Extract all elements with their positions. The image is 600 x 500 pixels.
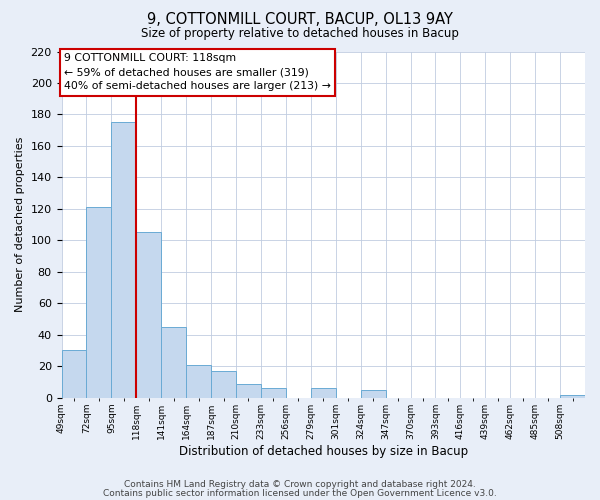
Bar	[361, 390, 386, 398]
Y-axis label: Number of detached properties: Number of detached properties	[15, 137, 25, 312]
Bar	[62, 350, 86, 398]
Text: Size of property relative to detached houses in Bacup: Size of property relative to detached ho…	[141, 26, 459, 40]
X-axis label: Distribution of detached houses by size in Bacup: Distribution of detached houses by size …	[179, 444, 468, 458]
Bar	[161, 327, 186, 398]
Bar	[560, 394, 585, 398]
Bar	[136, 232, 161, 398]
Bar	[186, 364, 211, 398]
Bar	[86, 208, 112, 398]
Bar	[261, 388, 286, 398]
Text: Contains HM Land Registry data © Crown copyright and database right 2024.: Contains HM Land Registry data © Crown c…	[124, 480, 476, 489]
Bar	[236, 384, 261, 398]
Bar	[311, 388, 336, 398]
Text: 9 COTTONMILL COURT: 118sqm
← 59% of detached houses are smaller (319)
40% of sem: 9 COTTONMILL COURT: 118sqm ← 59% of deta…	[64, 53, 331, 91]
Text: Contains public sector information licensed under the Open Government Licence v3: Contains public sector information licen…	[103, 490, 497, 498]
Text: 9, COTTONMILL COURT, BACUP, OL13 9AY: 9, COTTONMILL COURT, BACUP, OL13 9AY	[147, 12, 453, 28]
Bar	[112, 122, 136, 398]
Bar	[211, 371, 236, 398]
